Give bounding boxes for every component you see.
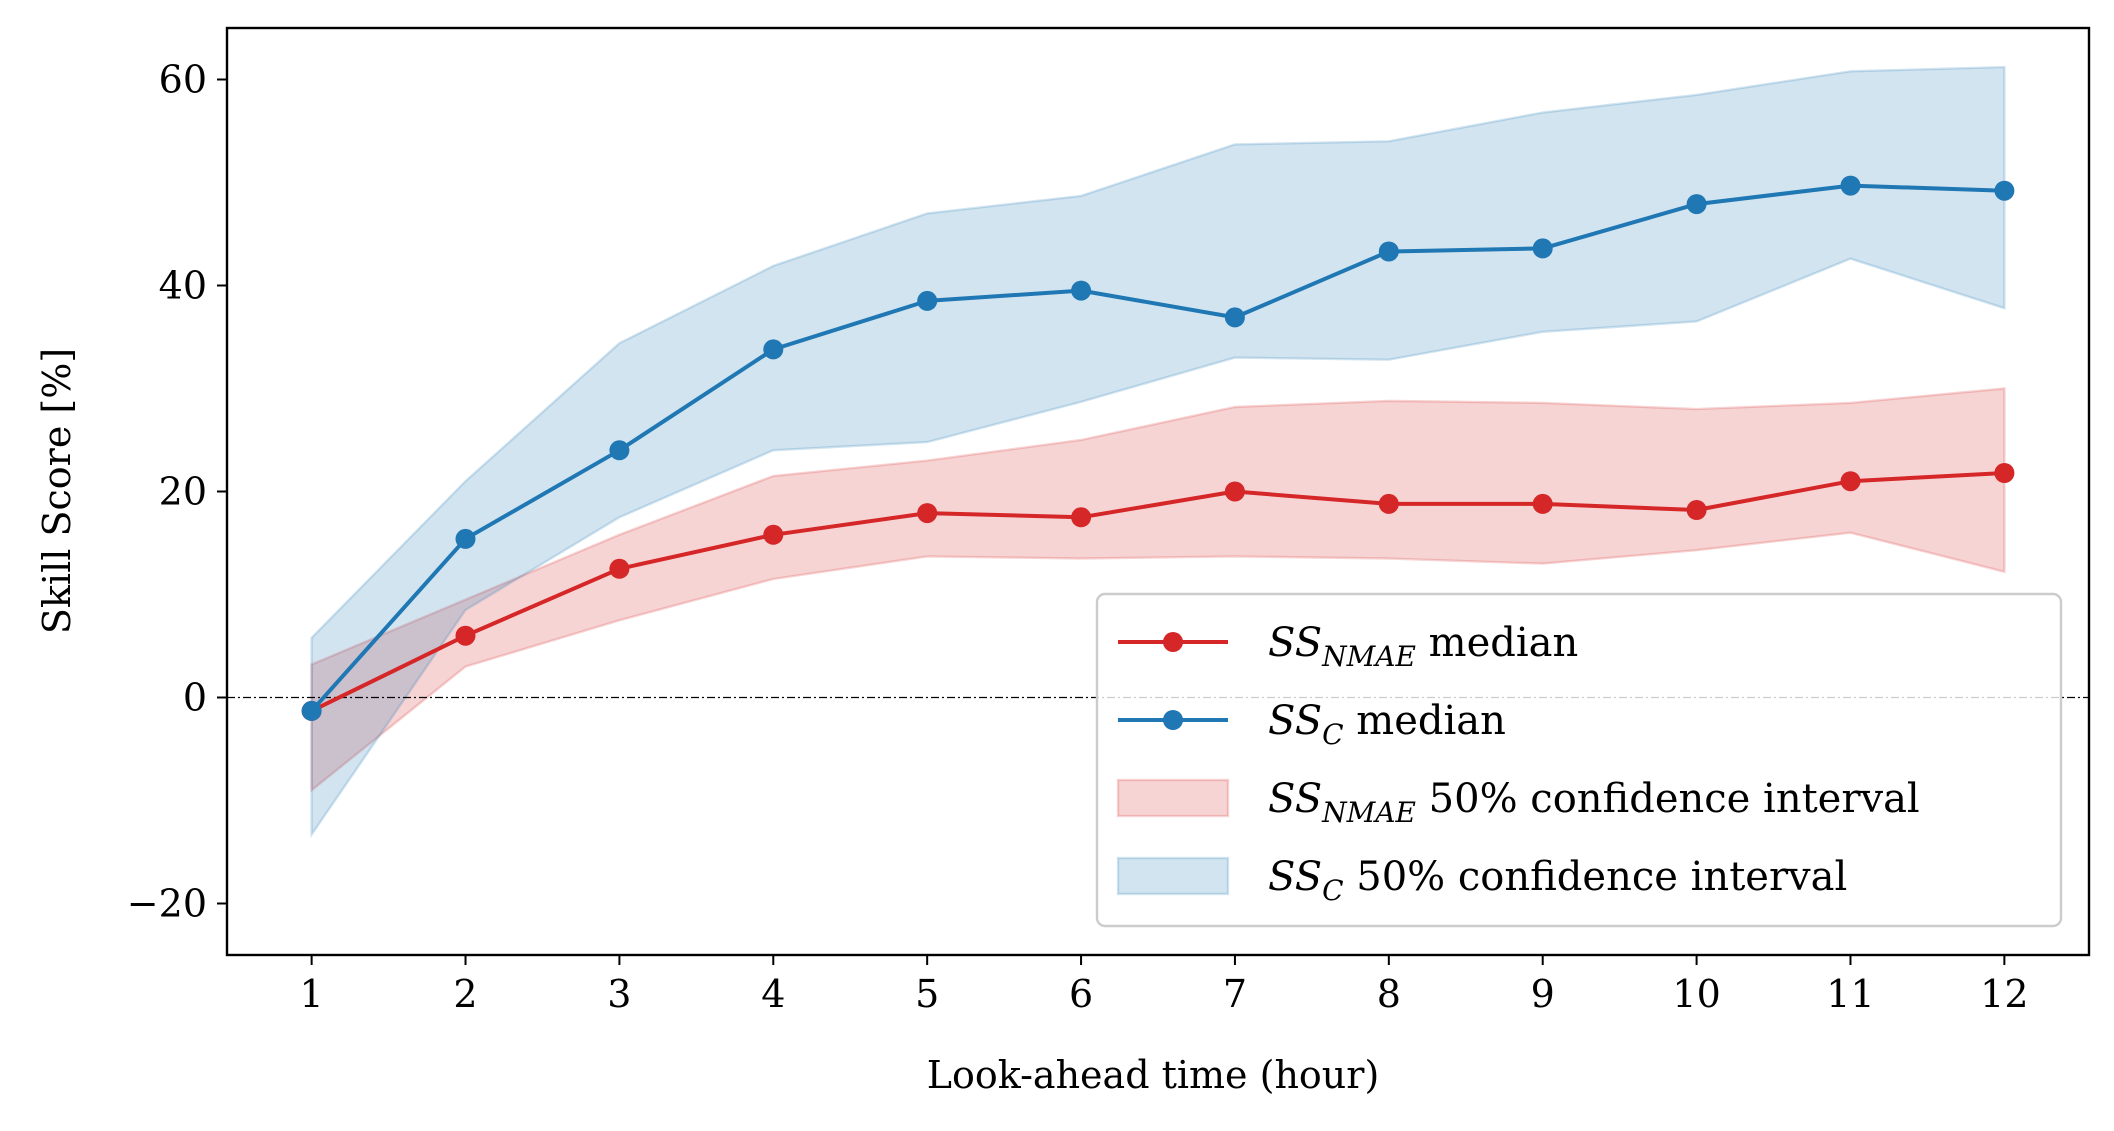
- x-tick-label: 1: [300, 972, 324, 1016]
- legend: SSNMAE median SSC median SSNMAE 50% confid…: [1095, 592, 2063, 928]
- data-point-c-7: [1224, 307, 1245, 328]
- y-tick-label: −20: [127, 882, 207, 926]
- legend-swatch-marker-nmae-median: [1163, 632, 1183, 652]
- x-tick-label: 2: [453, 972, 477, 1016]
- x-tick-label: 10: [1672, 972, 1720, 1016]
- data-point-nmae-11: [1840, 471, 1861, 492]
- legend-label-c-median: SSC median: [1268, 698, 1506, 751]
- series-line-c: [309, 183, 2007, 713]
- data-point-c-4: [763, 339, 784, 360]
- data-point-nmae-7: [1224, 481, 1245, 502]
- x-tick-label: 12: [1980, 972, 2028, 1016]
- data-point-nmae-12: [1994, 463, 2015, 483]
- legend-label-nmae-interval: SSNMAE 50% confidence interval: [1268, 776, 1920, 829]
- confidence-band-nmae: [310, 387, 2006, 793]
- legend-label-nmae-median: SSNMAE median: [1268, 620, 1578, 673]
- data-point-nmae-3: [609, 558, 630, 579]
- y-axis-label: Skill Score [%]: [35, 348, 79, 634]
- y-tick-label: 0: [183, 676, 207, 720]
- data-point-nmae-9: [1532, 493, 1553, 514]
- series-layer: [301, 175, 2015, 721]
- x-tick-label: 8: [1377, 972, 1401, 1016]
- data-point-c-5: [917, 290, 938, 311]
- data-point-nmae-4: [763, 524, 784, 545]
- data-point-c-11: [1840, 175, 1861, 196]
- y-tick-label: 40: [159, 264, 207, 308]
- data-point-c-9: [1532, 238, 1553, 259]
- x-tick-label: 5: [915, 972, 939, 1016]
- data-point-nmae-6: [1071, 507, 1092, 528]
- series-line-nmae: [309, 471, 2007, 713]
- x-tick-label: 4: [761, 972, 785, 1016]
- legend-swatch-marker-c-median: [1163, 710, 1183, 730]
- legend-frame: [1095, 592, 2063, 928]
- data-point-nmae-10: [1686, 500, 1707, 520]
- data-point-nmae-2: [455, 625, 476, 646]
- y-tick-label: 20: [159, 470, 207, 514]
- legend-swatch-patch-nmae-interval: [1116, 778, 1230, 818]
- x-axis-label: Look-ahead time (hour): [927, 1053, 1380, 1097]
- y-tick-label: 60: [159, 58, 207, 102]
- legend-label-c-interval: SSC 50% confidence interval: [1268, 854, 1847, 907]
- x-tick-label: 7: [1223, 972, 1247, 1016]
- confidence-band-c: [310, 65, 2006, 839]
- bands-layer: [310, 65, 2006, 839]
- data-point-c-12: [1994, 180, 2015, 201]
- x-tick-label: 3: [607, 972, 631, 1016]
- x-tick-label: 9: [1531, 972, 1555, 1016]
- x-tick-label: 6: [1069, 972, 1093, 1016]
- x-tick-label: 11: [1826, 972, 1874, 1016]
- data-point-c-3: [609, 440, 630, 461]
- data-point-c-2: [455, 528, 476, 549]
- legend-swatch-patch-c-interval: [1116, 856, 1230, 896]
- data-point-c-8: [1378, 241, 1399, 262]
- data-point-c-6: [1071, 280, 1092, 301]
- data-point-nmae-5: [917, 503, 938, 524]
- data-point-nmae-8: [1378, 493, 1399, 514]
- data-point-c-10: [1686, 194, 1707, 215]
- data-point-c-1: [301, 700, 322, 721]
